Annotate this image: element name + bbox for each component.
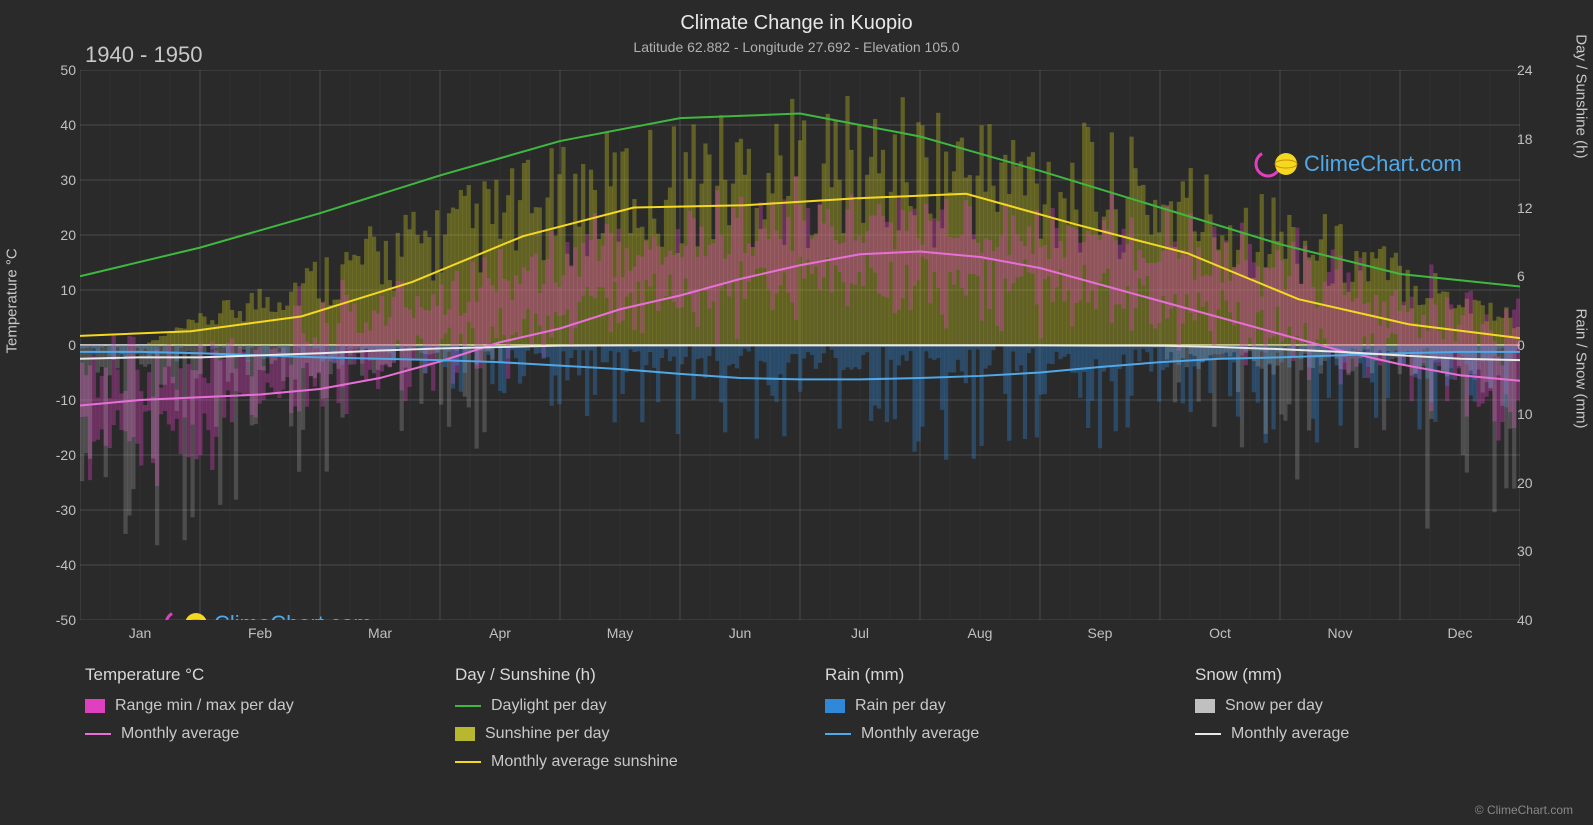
y-left-tick: -40 bbox=[56, 557, 76, 573]
x-month-tick: Feb bbox=[248, 625, 272, 641]
legend-label: Monthly average sunshine bbox=[491, 753, 678, 771]
legend-label: Monthly average bbox=[861, 725, 979, 743]
legend-swatch bbox=[455, 727, 475, 741]
x-month-tick: Jan bbox=[129, 625, 152, 641]
legend-item: Rain per day bbox=[825, 697, 1155, 715]
legend-item: Daylight per day bbox=[455, 697, 785, 715]
legend-item: Sunshine per day bbox=[455, 725, 785, 743]
svg-text:ClimeChart.com: ClimeChart.com bbox=[1304, 151, 1462, 176]
legend-swatch bbox=[85, 699, 105, 713]
legend-title: Rain (mm) bbox=[825, 665, 1155, 685]
svg-text:ClimeChart.com: ClimeChart.com bbox=[214, 611, 372, 620]
legend-label: Sunshine per day bbox=[485, 725, 610, 743]
y-left-tick: -30 bbox=[56, 502, 76, 518]
y-left-tick: -50 bbox=[56, 612, 76, 628]
legend-item: Monthly average bbox=[85, 725, 415, 743]
legend-label: Rain per day bbox=[855, 697, 946, 715]
year-range-label: 1940 - 1950 bbox=[85, 42, 202, 68]
legend-label: Monthly average bbox=[1231, 725, 1349, 743]
y-axis-right-label-1: Day / Sunshine (h) bbox=[1573, 34, 1590, 158]
legend-item: Range min / max per day bbox=[85, 697, 415, 715]
x-month-tick: May bbox=[607, 625, 633, 641]
legend-column: Day / Sunshine (h) Daylight per day Sunshi… bbox=[455, 665, 785, 781]
legend-column: Temperature °C Range min / max per day Mon… bbox=[85, 665, 415, 781]
legend-item: Monthly average bbox=[1195, 725, 1525, 743]
chart-title: Climate Change in Kuopio bbox=[0, 0, 1593, 35]
chart-subtitle: Latitude 62.882 - Longitude 27.692 - Ele… bbox=[0, 35, 1593, 55]
x-month-tick: Oct bbox=[1209, 625, 1231, 641]
legend-swatch bbox=[825, 733, 851, 735]
legend-title: Day / Sunshine (h) bbox=[455, 665, 785, 685]
legend-column: Snow (mm) Snow per day Monthly average bbox=[1195, 665, 1525, 781]
y-left-tick: 10 bbox=[60, 282, 76, 298]
x-month-tick: Mar bbox=[368, 625, 392, 641]
y-left-tick: 30 bbox=[60, 172, 76, 188]
legend: Temperature °C Range min / max per day Mon… bbox=[85, 665, 1525, 781]
x-month-tick: Aug bbox=[968, 625, 993, 641]
legend-title: Snow (mm) bbox=[1195, 665, 1525, 685]
y-left-tick: -20 bbox=[56, 447, 76, 463]
legend-swatch bbox=[455, 705, 481, 707]
legend-title: Temperature °C bbox=[85, 665, 415, 685]
legend-swatch bbox=[455, 761, 481, 763]
x-month-tick: Sep bbox=[1088, 625, 1113, 641]
y-left-tick: 0 bbox=[68, 337, 76, 353]
y-axis-right: 0612182410203040 bbox=[1513, 70, 1563, 620]
legend-label: Monthly average bbox=[121, 725, 239, 743]
legend-label: Range min / max per day bbox=[115, 697, 294, 715]
x-month-tick: Nov bbox=[1328, 625, 1353, 641]
copyright: © ClimeChart.com bbox=[1475, 803, 1573, 817]
legend-column: Rain (mm) Rain per day Monthly average bbox=[825, 665, 1155, 781]
x-axis: Jan Feb Mar Apr May Jun Jul Aug Sep Oct Nov Dec bbox=[80, 625, 1520, 645]
y-left-tick: 20 bbox=[60, 227, 76, 243]
y-axis-left-label: Temperature °C bbox=[4, 248, 21, 353]
plot-svg: ClimeChart.com ClimeChart.com bbox=[80, 70, 1520, 620]
plot-area: ClimeChart.com ClimeChart.com bbox=[80, 70, 1520, 620]
x-month-tick: Dec bbox=[1448, 625, 1473, 641]
y-left-tick: 40 bbox=[60, 117, 76, 133]
legend-swatch bbox=[85, 733, 111, 735]
y-axis-left: -50-40-30-20-1001020304050 bbox=[40, 70, 80, 620]
x-month-tick: Jun bbox=[729, 625, 752, 641]
legend-swatch bbox=[1195, 733, 1221, 735]
y-axis-right-label-2: Rain / Snow (mm) bbox=[1573, 308, 1590, 428]
legend-label: Snow per day bbox=[1225, 697, 1323, 715]
legend-item: Snow per day bbox=[1195, 697, 1525, 715]
x-month-tick: Jul bbox=[851, 625, 869, 641]
y-left-tick: 50 bbox=[60, 62, 76, 78]
legend-swatch bbox=[1195, 699, 1215, 713]
y-left-tick: -10 bbox=[56, 392, 76, 408]
x-month-tick: Apr bbox=[489, 625, 511, 641]
legend-item: Monthly average bbox=[825, 725, 1155, 743]
climate-chart: Climate Change in Kuopio Latitude 62.882… bbox=[0, 0, 1593, 825]
legend-item: Monthly average sunshine bbox=[455, 753, 785, 771]
legend-swatch bbox=[825, 699, 845, 713]
legend-label: Daylight per day bbox=[491, 697, 607, 715]
